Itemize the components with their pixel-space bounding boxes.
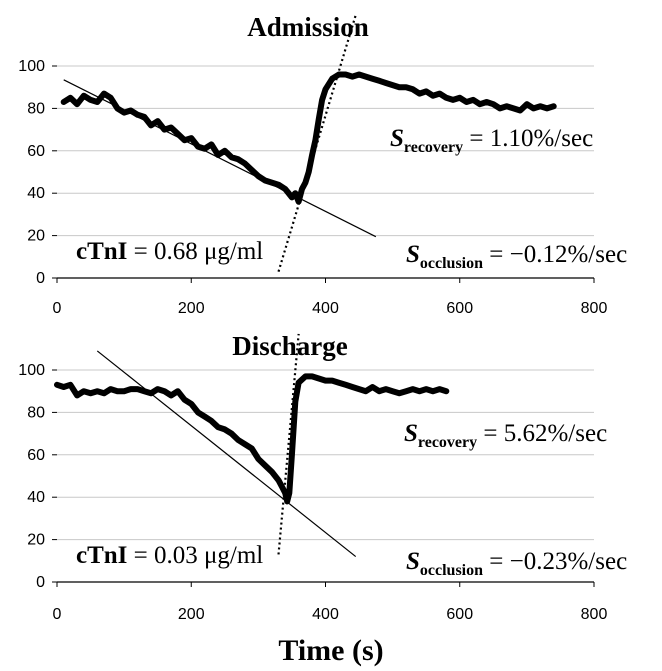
recovery-value: = 5.62%/sec: [477, 420, 607, 447]
discharge-occlusion-annotation: Socclusion = −0.23%/sec: [406, 548, 627, 579]
y-tick-label: 20: [27, 228, 45, 245]
discharge-x-ticks: 0 200 400 600 800: [53, 582, 608, 623]
ctni-label: cTnI: [76, 238, 127, 265]
recovery-subscript: recovery: [418, 434, 477, 451]
recovery-value: = 1.10%/sec: [463, 125, 593, 152]
discharge-recovery-annotation: Srecovery = 5.62%/sec: [404, 420, 607, 451]
y-tick-label: 60: [27, 143, 45, 160]
admission-data-series: [60, 71, 557, 205]
x-tick-label: 400: [312, 606, 339, 623]
x-tick-label: 200: [178, 300, 205, 317]
occlusion-value: = −0.23%/sec: [483, 548, 627, 575]
ctni-value: = 0.68 μg/ml: [127, 238, 263, 265]
x-tick-label: 800: [581, 300, 608, 317]
data-line: [60, 71, 557, 205]
y-tick-label: 100: [18, 58, 45, 75]
admission-gridlines: [57, 65, 594, 279]
y-tick-label: 20: [27, 532, 45, 549]
discharge-title: Discharge: [232, 331, 347, 361]
admission-fit-lines: [63, 14, 377, 272]
y-tick-label: 40: [27, 185, 45, 202]
x-tick-label: 800: [581, 606, 608, 623]
occlusion-subscript: occlusion: [420, 562, 483, 579]
y-tick-label: 60: [27, 447, 45, 464]
discharge-fit-lines: [96, 333, 357, 558]
admission-occlusion-annotation: Socclusion = −0.12%/sec: [406, 241, 627, 272]
occlusion-s: S: [406, 241, 420, 268]
admission-y-ticks: 0 20 40 60 80 100: [18, 58, 57, 287]
occlusion-value: = −0.12%/sec: [483, 241, 627, 268]
admission-panel: 0 20 40 60 80 100 0 200 400 600 800 Admission Sre…: [18, 12, 627, 317]
admission-recovery-annotation: Srecovery = 1.10%/sec: [390, 125, 593, 156]
recovery-s: S: [390, 125, 404, 152]
occlusion-subscript: occlusion: [420, 255, 483, 272]
discharge-panel: 0 20 40 60 80 100 0 200 400 600 800 Discharge Sre…: [18, 331, 627, 623]
admission-title: Admission: [247, 12, 369, 42]
admission-ctni-annotation: cTnI = 0.68 μg/ml: [76, 238, 263, 265]
occlusion-fit-line: [96, 350, 357, 558]
discharge-data-series: [54, 373, 450, 505]
y-tick-label: 0: [36, 574, 45, 591]
x-tick-label: 600: [446, 606, 473, 623]
y-tick-label: 40: [27, 489, 45, 506]
ctni-label: cTnI: [76, 542, 127, 569]
y-tick-label: 0: [36, 270, 45, 287]
y-tick-label: 100: [18, 362, 45, 379]
discharge-ctni-annotation: cTnI = 0.03 μg/ml: [76, 542, 263, 569]
recovery-subscript: recovery: [404, 139, 463, 156]
data-line: [54, 373, 450, 505]
ctni-value: = 0.03 μg/ml: [127, 542, 263, 569]
x-tick-label: 200: [178, 606, 205, 623]
x-tick-label: 0: [53, 606, 62, 623]
y-tick-label: 80: [27, 100, 45, 117]
occlusion-s: S: [406, 548, 420, 575]
x-axis-label: Time (s): [278, 634, 383, 667]
x-tick-label: 0: [53, 300, 62, 317]
x-tick-label: 600: [446, 300, 473, 317]
x-tick-label: 400: [312, 300, 339, 317]
recovery-fit-line: [277, 333, 300, 555]
admission-x-ticks: 0 200 400 600 800: [53, 278, 608, 317]
discharge-y-ticks: 0 20 40 60 80 100: [18, 362, 57, 591]
y-tick-label: 80: [27, 404, 45, 421]
discharge-gridlines: [57, 369, 594, 583]
recovery-s: S: [404, 420, 418, 447]
